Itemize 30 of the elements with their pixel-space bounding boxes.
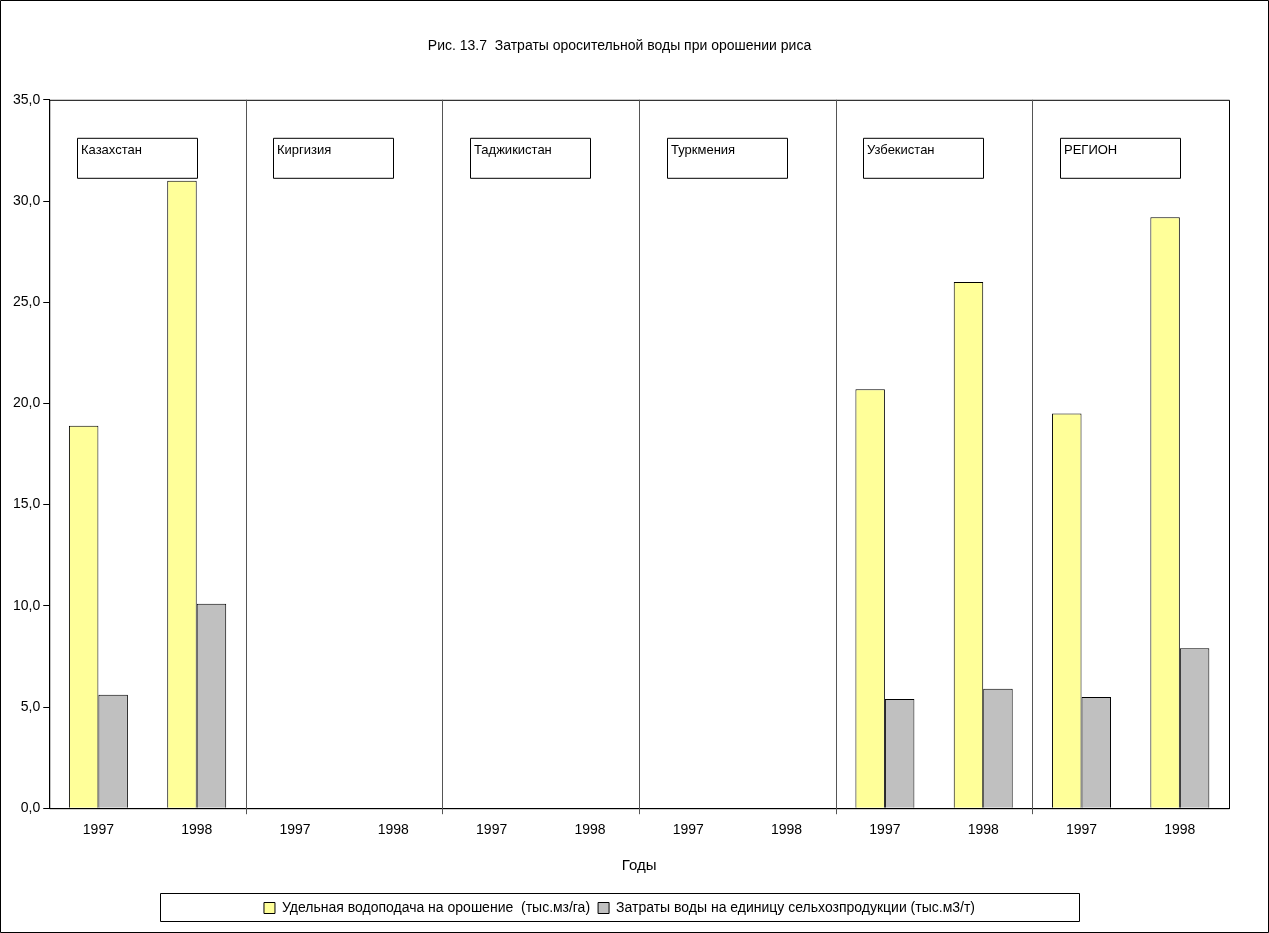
- x-tick-label: 1998: [377, 821, 410, 838]
- annotation: Таджикистан: [474, 141, 552, 157]
- x-tick-label: 1997: [672, 821, 705, 838]
- legend-label: Затраты воды на единицу сельхозпродукции (тыс.м3/т): [616, 898, 976, 915]
- annotation: РЕГИОН: [1064, 141, 1118, 157]
- x-tick-label: 1998: [181, 821, 213, 838]
- y-tick-label: 25,0: [13, 293, 41, 310]
- x-tick-label: 1997: [279, 821, 311, 838]
- y-tick-label: 15,0: [13, 495, 41, 512]
- x-tick-label: 1998: [771, 821, 803, 838]
- y-tick-label: 10,0: [13, 596, 41, 613]
- annotation: Казахстан: [81, 141, 142, 157]
- x-tick-label: 1998: [1164, 821, 1196, 838]
- x-tick-label: 1997: [82, 821, 115, 838]
- chart-title: Рис. 13.7 Затраты оросительной воды при орошении риса: [427, 37, 812, 54]
- y-tick-label: 5,0: [20, 697, 41, 714]
- x-tick-label: 1998: [574, 821, 606, 838]
- annotation: Туркмения: [671, 141, 736, 157]
- x-tick-label: 1997: [1065, 821, 1098, 838]
- x-axis-title: Годы: [621, 856, 657, 874]
- y-tick-label: 0,0: [20, 799, 41, 816]
- annotation: Узбекистан: [867, 141, 935, 157]
- x-tick-label: 1997: [869, 821, 901, 838]
- y-tick-label: 30,0: [13, 191, 41, 208]
- y-tick-label: 35,0: [13, 90, 41, 107]
- y-tick-label: 20,0: [13, 394, 41, 411]
- x-tick-label: 1997: [476, 821, 508, 838]
- legend-label: Удельная водоподача на орошение (тыс.мз/га): [281, 898, 591, 915]
- x-tick-label: 1998: [967, 821, 999, 838]
- annotation: Киргизия: [277, 141, 332, 157]
